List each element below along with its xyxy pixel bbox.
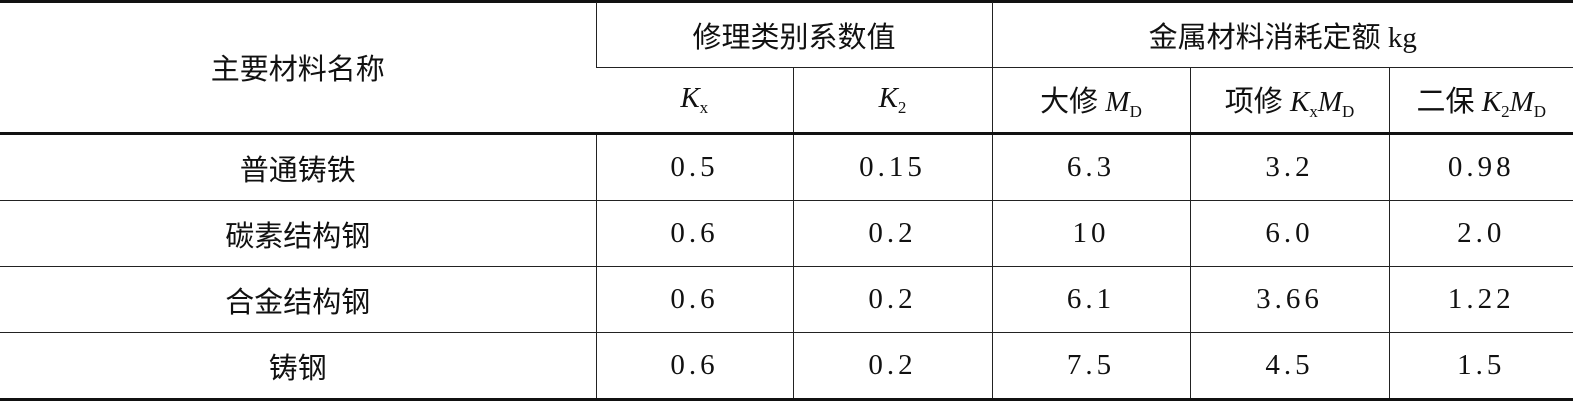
table-row: 普通铸铁 0.5 0.15 6.3 3.2 0.98 [0, 133, 1573, 201]
header-second-maint-k2md: 二保 K2MD [1388, 67, 1573, 135]
cell-kxmd: 3.2 [1189, 133, 1390, 201]
cell-kxmd: 4.5 [1189, 332, 1390, 401]
cell-name: 普通铸铁 [0, 133, 596, 201]
cell-k2: 0.15 [792, 133, 993, 201]
cell-kx: 0.6 [595, 266, 793, 333]
cell-k2md: 1.5 [1388, 332, 1573, 401]
header-row-1: 主要材料名称 修理类别系数值 金属材料消耗定额 kg [0, 2, 1573, 135]
header-k2: K2 [792, 67, 993, 135]
header-overhaul-md: 大修 MD [991, 67, 1191, 135]
cell-md: 6.3 [991, 133, 1191, 201]
cell-name: 合金结构钢 [0, 266, 596, 333]
cell-kx: 0.6 [595, 332, 793, 401]
header-metal-consumption: 金属材料消耗定额 kg [991, 2, 1573, 68]
table-row: 铸钢 0.6 0.2 7.5 4.5 1.5 [0, 332, 1573, 401]
header-material-name: 主要材料名称 [0, 2, 596, 135]
header-item-repair-kxmd: 项修 KxMD [1189, 67, 1390, 135]
header-kx: Kx [596, 67, 793, 135]
cell-k2md: 1.22 [1388, 266, 1573, 333]
cell-name: 碳素结构钢 [0, 200, 596, 267]
header-repair-coefficient: 修理类别系数值 [595, 2, 993, 68]
cell-kxmd: 3.66 [1189, 266, 1390, 333]
cell-md: 7.5 [991, 332, 1191, 401]
cell-kx: 0.5 [595, 133, 793, 201]
cell-md: 10 [991, 200, 1191, 267]
cell-name: 铸钢 [0, 332, 596, 401]
cell-kxmd: 6.0 [1189, 200, 1390, 267]
cell-kx: 0.6 [595, 200, 793, 267]
cell-k2: 0.2 [792, 200, 993, 267]
cell-k2md: 2.0 [1388, 200, 1573, 267]
table-row: 合金结构钢 0.6 0.2 6.1 3.66 1.22 [0, 266, 1573, 333]
header-row-2: Kx K2 大修 MD 项修 KxMD 二保 K2MD [0, 67, 1573, 135]
cell-k2md: 0.98 [1388, 133, 1573, 201]
cell-k2: 0.2 [792, 332, 993, 401]
cell-md: 6.1 [991, 266, 1191, 333]
table-row: 碳素结构钢 0.6 0.2 10 6.0 2.0 [0, 200, 1573, 267]
top-rule [0, 0, 1573, 3]
cell-k2: 0.2 [792, 266, 993, 333]
